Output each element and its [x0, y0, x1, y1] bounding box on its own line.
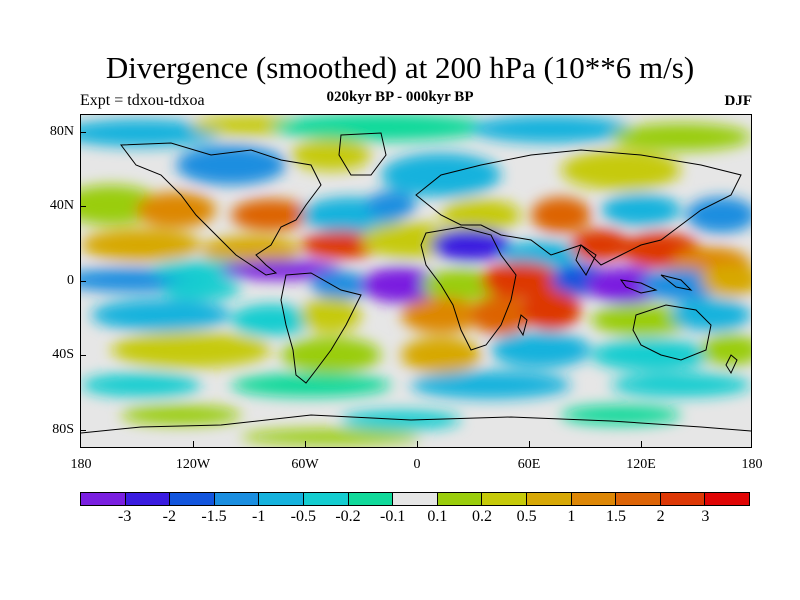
colorbar-swatch-2 — [170, 493, 215, 505]
colorbar-swatch-9 — [482, 493, 527, 505]
colorbar-label-7: 0.1 — [427, 508, 448, 525]
lon-label-60w: 60W — [291, 457, 319, 472]
lat-tick — [80, 281, 86, 282]
lon-label-120w: 120W — [175, 457, 211, 472]
colorbar-swatch-14 — [705, 493, 749, 505]
colorbar-swatch-5 — [303, 493, 349, 505]
colorbar-label-5: -0.2 — [335, 508, 361, 525]
lat-tick — [80, 206, 86, 207]
lon-tick — [193, 441, 194, 448]
colorbar — [80, 492, 750, 506]
lat-label-40n: 40N — [49, 198, 74, 213]
plot-title: Divergence (smoothed) at 200 hPa (10**6 … — [105, 50, 695, 85]
colorbar-swatch-12 — [616, 493, 661, 505]
colorbar-label-0: -3 — [117, 508, 132, 525]
lat-label-80n: 80N — [49, 124, 74, 139]
lon-label-120e: 120E — [626, 457, 656, 472]
colorbar-swatch-4 — [259, 493, 304, 505]
lon-label-180e: 180 — [741, 457, 763, 472]
season-label: DJF — [724, 93, 753, 109]
colorbar-label-1: -2 — [162, 508, 176, 525]
colorbar-label-13: 3 — [701, 508, 710, 525]
lon-tick — [529, 441, 530, 448]
colorbar-swatch-10 — [526, 493, 572, 505]
colorbar-label-9: 0.5 — [516, 508, 537, 525]
colorbar-swatch-11 — [571, 493, 617, 505]
colorbar-label-6: -0.1 — [379, 508, 406, 525]
lon-tick — [305, 441, 306, 448]
colorbar-swatch-8 — [437, 493, 483, 505]
divergence-map — [81, 115, 751, 447]
lat-tick — [80, 430, 86, 431]
plot-subtitle: 020kyr BP - 000kyr BP — [326, 89, 474, 105]
colorbar-swatch-0 — [81, 493, 126, 505]
colorbar-swatch-7 — [393, 493, 438, 505]
colorbar-label-3: -1 — [251, 508, 266, 525]
lat-tick — [80, 355, 86, 356]
colorbar-swatch-13 — [660, 493, 706, 505]
lon-tick — [417, 441, 418, 448]
experiment-label: Expt = tdxou-tdxoa — [80, 92, 205, 109]
colorbar-swatch-1 — [125, 493, 171, 505]
lat-label-40s: 40S — [52, 347, 74, 362]
colorbar-label-12: 2 — [656, 508, 665, 525]
colorbar-label-11: 1.5 — [606, 508, 626, 525]
coastlines — [81, 132, 751, 434]
lat-label-80s: 80S — [52, 422, 74, 437]
colorbar-label-10: 1 — [567, 508, 576, 525]
colorbar-label-2: -1.5 — [201, 508, 227, 525]
colorbar-swatch-6 — [348, 493, 394, 505]
lon-label-180w: 180 — [70, 457, 92, 472]
lon-label-60e: 60E — [517, 457, 541, 472]
lon-tick — [641, 441, 642, 448]
colorbar-label-4: -0.5 — [290, 508, 316, 525]
lat-tick — [80, 132, 86, 133]
colorbar-label-8: 0.2 — [472, 508, 492, 525]
lon-label-0: 0 — [413, 457, 421, 472]
colorbar-swatch-3 — [214, 493, 260, 505]
lat-label-equator: 0 — [67, 273, 74, 288]
map-panel — [80, 114, 752, 448]
